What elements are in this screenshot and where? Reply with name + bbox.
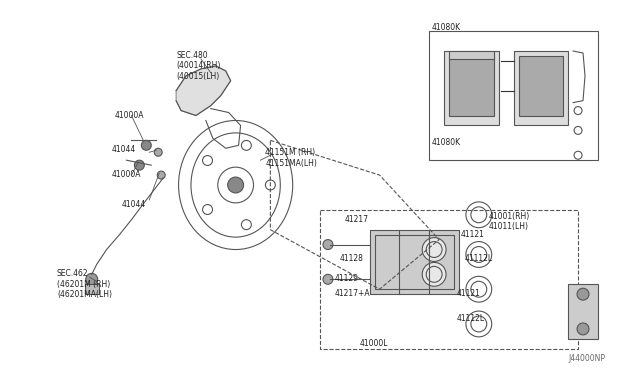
Circle shape [323,240,333,250]
Bar [370,230,459,294]
Text: J44000NP: J44000NP [568,354,605,363]
Circle shape [157,171,165,179]
Text: SEC.480
(40014(RH)
(40015(LH): SEC.480 (40014(RH) (40015(LH) [176,51,220,81]
Bar [320,210,578,349]
Text: 41121: 41121 [457,289,481,298]
Text: 41080K: 41080K [431,138,460,147]
Bar [568,284,598,339]
Text: 41129: 41129 [335,274,359,283]
Text: 41217+A: 41217+A [335,289,371,298]
Text: 41128: 41128 [340,254,364,263]
Text: 41044: 41044 [111,145,136,154]
Bar [374,235,454,289]
Bar [84,284,99,294]
Circle shape [577,288,589,300]
Circle shape [134,160,145,170]
Circle shape [154,148,162,156]
Text: 41000A: 41000A [115,110,144,119]
Text: 41080K: 41080K [431,23,460,32]
Text: 41001(RH)
41011(LH): 41001(RH) 41011(LH) [489,212,530,231]
Text: SEC.462
(46201M (RH)
(46201MA(LH): SEC.462 (46201M (RH) (46201MA(LH) [57,269,112,299]
Circle shape [422,238,446,262]
Text: 41151M (RH)
41151MA(LH): 41151M (RH) 41151MA(LH) [266,148,317,168]
Bar [518,56,563,116]
Bar [429,31,598,160]
Text: 41000A: 41000A [111,170,141,179]
Circle shape [422,262,446,286]
Circle shape [86,273,98,285]
Bar [449,56,493,116]
Text: 41112L: 41112L [465,254,493,263]
Polygon shape [176,66,230,116]
Text: 41044: 41044 [122,200,146,209]
Circle shape [228,177,244,193]
Circle shape [323,274,333,284]
Bar [449,51,493,59]
Text: 41217: 41217 [345,215,369,224]
Bar [444,51,499,125]
Circle shape [577,323,589,335]
Text: 41121: 41121 [461,230,485,239]
Text: 41112L: 41112L [457,314,485,323]
Bar [513,51,568,125]
Text: 41000L: 41000L [360,339,388,348]
Circle shape [141,140,151,150]
